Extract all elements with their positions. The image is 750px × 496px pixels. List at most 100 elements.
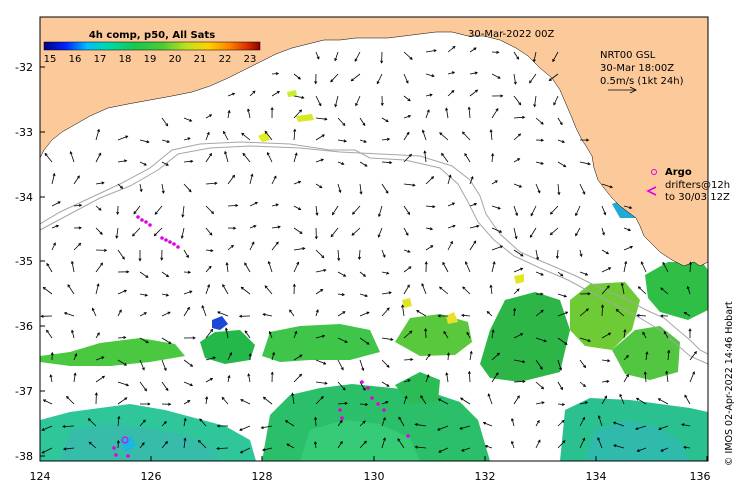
current-arrow [315, 183, 323, 189]
current-arrow [73, 373, 76, 383]
current-arrow-head [101, 356, 105, 360]
current-arrow-head [385, 190, 389, 194]
current-arrow [92, 308, 97, 317]
current-arrow [579, 401, 588, 405]
current-arrow [337, 139, 347, 142]
sst-patch-east-2 [645, 262, 708, 320]
current-arrow-head [681, 423, 685, 427]
current-arrow-head [467, 106, 471, 110]
current-arrow-head [627, 228, 632, 232]
current-arrow [241, 132, 251, 141]
current-arrow [95, 375, 105, 383]
current-arrow-head [559, 367, 562, 371]
argo-point [340, 416, 344, 420]
current-arrow-head [96, 283, 100, 287]
current-arrow-head [604, 395, 608, 399]
current-arrow [425, 354, 431, 361]
current-arrow [117, 135, 128, 141]
currents-legend-line3: 0.5m/s (1kt 24h) [600, 76, 684, 87]
current-arrow [403, 359, 413, 361]
current-arrow-head [549, 211, 553, 215]
current-arrow-head [268, 330, 272, 335]
argo-point [382, 408, 386, 412]
current-arrow [271, 226, 281, 229]
current-arrow [315, 417, 317, 427]
current-arrow [227, 110, 230, 119]
sst-patch-south-east-inner [585, 420, 690, 461]
current-arrow [139, 442, 145, 449]
current-arrow-head [78, 203, 83, 207]
current-arrow-head [487, 393, 491, 397]
current-arrow-head [260, 426, 264, 430]
current-arrow [684, 311, 691, 317]
current-arrow [337, 402, 348, 405]
current-arrow [225, 328, 229, 339]
sst-patch-yellow-6 [514, 274, 524, 284]
current-arrow [378, 227, 383, 238]
current-arrow [513, 158, 520, 163]
current-arrow [378, 205, 383, 217]
colorbar-tick: 16 [69, 54, 82, 65]
current-arrow-head [146, 140, 150, 144]
current-arrow [447, 90, 455, 97]
current-arrow [117, 397, 128, 405]
current-arrow-head [205, 396, 209, 400]
current-arrow [579, 359, 586, 368]
current-arrow [485, 445, 493, 449]
current-arrow-head [563, 164, 567, 168]
current-arrow-head [606, 285, 610, 289]
current-arrow [689, 262, 692, 273]
current-arrow-head [548, 78, 552, 81]
current-arrow [117, 416, 120, 427]
current-arrow-head [382, 437, 386, 441]
current-arrow [271, 352, 275, 361]
current-arrow [161, 293, 169, 296]
current-arrow [513, 359, 525, 363]
argo-legend: Argo drifters@12h to 30/03 12Z [646, 167, 730, 203]
current-arrow-head [541, 401, 545, 405]
current-arrow [183, 249, 189, 258]
current-arrow-head [514, 236, 518, 240]
current-arrow [439, 132, 449, 141]
current-arrow-head [94, 392, 98, 396]
argo-point [148, 223, 152, 227]
sst-patches [40, 90, 708, 461]
current-arrow [623, 261, 627, 273]
current-arrow [579, 381, 586, 387]
current-arrow-head [209, 232, 213, 236]
current-arrow [529, 73, 537, 84]
current-arrow-head [582, 437, 586, 441]
current-arrow [415, 446, 427, 449]
current-arrow [579, 161, 591, 165]
land-australia [40, 17, 708, 267]
current-arrow-head [351, 232, 355, 236]
current-arrow-head [359, 191, 363, 195]
current-arrow [601, 332, 611, 339]
current-arrow [205, 396, 208, 405]
current-arrow [438, 398, 449, 405]
current-arrow [403, 227, 409, 236]
current-arrow-head [161, 190, 165, 194]
current-arrow-head [625, 373, 629, 378]
current-arrow [88, 418, 97, 427]
current-arrow [95, 332, 100, 339]
current-arrow-head [247, 108, 250, 112]
current-arrow-head [143, 312, 148, 316]
current-arrow-head [91, 307, 95, 311]
current-arrow [183, 418, 186, 427]
current-arrow-head [315, 309, 319, 313]
current-arrow-head [376, 81, 380, 85]
current-arrow [557, 337, 568, 345]
current-arrow-head [183, 437, 187, 441]
current-arrow-head [267, 260, 271, 265]
current-arrow-head [515, 212, 518, 217]
bathymetry-contours [40, 141, 708, 365]
current-arrow-head [437, 314, 441, 318]
current-arrow [381, 271, 389, 274]
current-arrow-head [380, 102, 384, 107]
current-arrow [359, 183, 362, 194]
current-arrow-head [429, 93, 433, 97]
current-arrow [598, 415, 603, 427]
current-arrow [71, 330, 75, 339]
current-arrow-head [516, 288, 520, 292]
